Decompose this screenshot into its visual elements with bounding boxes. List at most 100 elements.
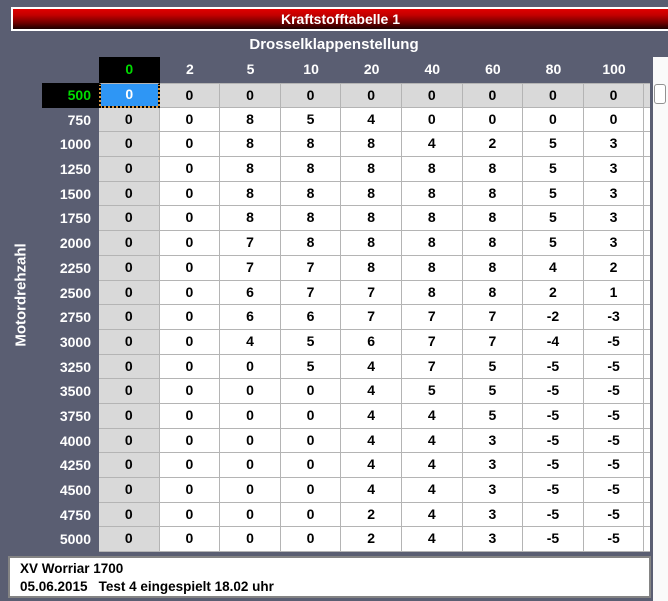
table-cell[interactable]: -5 bbox=[583, 478, 645, 503]
table-cell[interactable]: 0 bbox=[159, 181, 221, 207]
table-cell[interactable]: 4 bbox=[341, 403, 402, 429]
table-cell[interactable]: 0 bbox=[220, 428, 281, 454]
table-cell[interactable]: -5 bbox=[583, 428, 645, 454]
table-cell[interactable]: 0 bbox=[159, 280, 221, 306]
row-header-1000[interactable]: 1000 bbox=[59, 136, 91, 153]
table-cell[interactable]: 0 bbox=[99, 107, 160, 133]
table-cell[interactable]: 6 bbox=[220, 305, 281, 330]
row-header-4000[interactable]: 4000 bbox=[59, 432, 91, 449]
table-cell[interactable]: 3 bbox=[462, 428, 524, 454]
column-header-60[interactable]: 60 bbox=[485, 61, 501, 77]
table-cell[interactable]: 8 bbox=[341, 157, 402, 182]
table-cell[interactable]: -5 bbox=[523, 502, 584, 528]
table-cell[interactable]: 0 bbox=[280, 478, 342, 503]
table-cell[interactable]: 4 bbox=[523, 255, 584, 281]
table-cell[interactable]: 0 bbox=[99, 453, 160, 478]
table-cell[interactable]: 2 bbox=[341, 502, 402, 528]
table-cell[interactable]: 0 bbox=[220, 379, 281, 404]
table-cell[interactable]: 0 bbox=[99, 379, 160, 404]
table-cell[interactable]: 8 bbox=[462, 280, 524, 306]
table-cell[interactable]: 7 bbox=[401, 329, 463, 355]
table-cell[interactable]: 0 bbox=[159, 231, 221, 256]
table-cell[interactable]: 0 bbox=[159, 428, 221, 454]
table-cell[interactable]: -5 bbox=[523, 403, 584, 429]
row-header-2250[interactable]: 2250 bbox=[59, 259, 91, 276]
table-cell[interactable]: 8 bbox=[280, 132, 342, 158]
table-cell[interactable]: 4 bbox=[341, 354, 402, 380]
table-cell[interactable]: 0 bbox=[220, 83, 281, 108]
table-cell[interactable]: 4 bbox=[401, 428, 463, 454]
table-cell[interactable]: 0 bbox=[523, 83, 584, 108]
table-cell[interactable]: 0 bbox=[99, 527, 160, 553]
table-cell[interactable]: 5 bbox=[280, 354, 342, 380]
table-cell[interactable]: 7 bbox=[280, 280, 342, 306]
scrollbar-thumb[interactable] bbox=[654, 84, 666, 104]
table-cell[interactable]: 8 bbox=[341, 181, 402, 207]
table-cell[interactable]: -2 bbox=[523, 305, 584, 330]
table-cell[interactable]: 0 bbox=[462, 107, 524, 133]
table-cell[interactable]: 0 bbox=[159, 255, 221, 281]
table-cell[interactable]: 0 bbox=[583, 107, 645, 133]
table-cell[interactable]: 5 bbox=[523, 132, 584, 158]
row-header-1750[interactable]: 1750 bbox=[59, 210, 91, 227]
table-cell[interactable]: 0 bbox=[280, 83, 342, 108]
table-cell[interactable]: 2 bbox=[341, 527, 402, 553]
table-cell[interactable]: 3 bbox=[462, 527, 524, 553]
vertical-scrollbar[interactable] bbox=[653, 57, 668, 601]
table-cell[interactable]: 6 bbox=[280, 305, 342, 330]
table-cell[interactable]: 8 bbox=[401, 181, 463, 207]
table-cell[interactable]: 0 bbox=[99, 403, 160, 429]
table-cell[interactable]: 3 bbox=[462, 502, 524, 528]
table-cell[interactable]: 0 bbox=[583, 83, 645, 108]
row-header-2000[interactable]: 2000 bbox=[59, 235, 91, 252]
table-cell[interactable]: 4 bbox=[341, 453, 402, 478]
table-cell[interactable]: 0 bbox=[159, 527, 221, 553]
table-cell[interactable]: 0 bbox=[99, 428, 160, 454]
table-cell[interactable]: 0 bbox=[159, 206, 221, 232]
table-cell[interactable]: 8 bbox=[341, 206, 402, 232]
table-cell[interactable]: 4 bbox=[341, 478, 402, 503]
table-cell[interactable]: 0 bbox=[159, 453, 221, 478]
table-cell[interactable]: 0 bbox=[159, 132, 221, 158]
table-cell[interactable]: 0 bbox=[341, 83, 402, 108]
table-cell[interactable]: 0 bbox=[280, 527, 342, 553]
table-cell[interactable]: 8 bbox=[341, 132, 402, 158]
table-cell[interactable]: 8 bbox=[462, 157, 524, 182]
table-cell[interactable]: 8 bbox=[462, 206, 524, 232]
table-cell[interactable]: -5 bbox=[523, 428, 584, 454]
column-header-2[interactable]: 2 bbox=[185, 61, 194, 77]
table-cell[interactable]: 4 bbox=[401, 527, 463, 553]
table-cell[interactable]: 5 bbox=[401, 379, 463, 404]
table-cell[interactable]: 2 bbox=[462, 132, 524, 158]
table-cell[interactable]: 8 bbox=[220, 157, 281, 182]
table-cell[interactable]: 0 bbox=[280, 403, 342, 429]
table-cell[interactable]: 5 bbox=[462, 354, 524, 380]
table-cell[interactable]: 0 bbox=[401, 107, 463, 133]
table-cell[interactable]: 4 bbox=[341, 107, 402, 133]
table-cell[interactable]: -5 bbox=[583, 502, 645, 528]
table-cell[interactable]: 8 bbox=[401, 157, 463, 182]
table-cell[interactable]: 8 bbox=[462, 181, 524, 207]
table-cell[interactable]: 8 bbox=[401, 231, 463, 256]
table-cell[interactable]: 0 bbox=[159, 107, 221, 133]
row-header-5000[interactable]: 5000 bbox=[59, 531, 91, 548]
table-cell[interactable]: 0 bbox=[159, 83, 221, 108]
table-cell[interactable]: 0 bbox=[99, 181, 160, 207]
table-cell[interactable]: 8 bbox=[280, 206, 342, 232]
table-cell[interactable]: 8 bbox=[220, 181, 281, 207]
table-cell[interactable]: 5 bbox=[523, 231, 584, 256]
table-cell[interactable]: 0 bbox=[280, 428, 342, 454]
table-cell[interactable]: -5 bbox=[583, 527, 645, 553]
row-header-3000[interactable]: 3000 bbox=[59, 333, 91, 350]
table-cell[interactable]: 0 bbox=[99, 231, 160, 256]
column-header-0[interactable]: 0 bbox=[99, 57, 160, 83]
table-cell[interactable]: 5 bbox=[523, 181, 584, 207]
table-cell[interactable]: 4 bbox=[341, 428, 402, 454]
table-cell[interactable]: 8 bbox=[220, 206, 281, 232]
table-cell[interactable]: 0 bbox=[220, 403, 281, 429]
table-cell[interactable]: 2 bbox=[583, 255, 645, 281]
table-cell[interactable]: -5 bbox=[523, 379, 584, 404]
table-cell[interactable]: 8 bbox=[341, 255, 402, 281]
column-header-5[interactable]: 5 bbox=[246, 61, 255, 77]
table-cell[interactable]: 3 bbox=[583, 181, 645, 207]
